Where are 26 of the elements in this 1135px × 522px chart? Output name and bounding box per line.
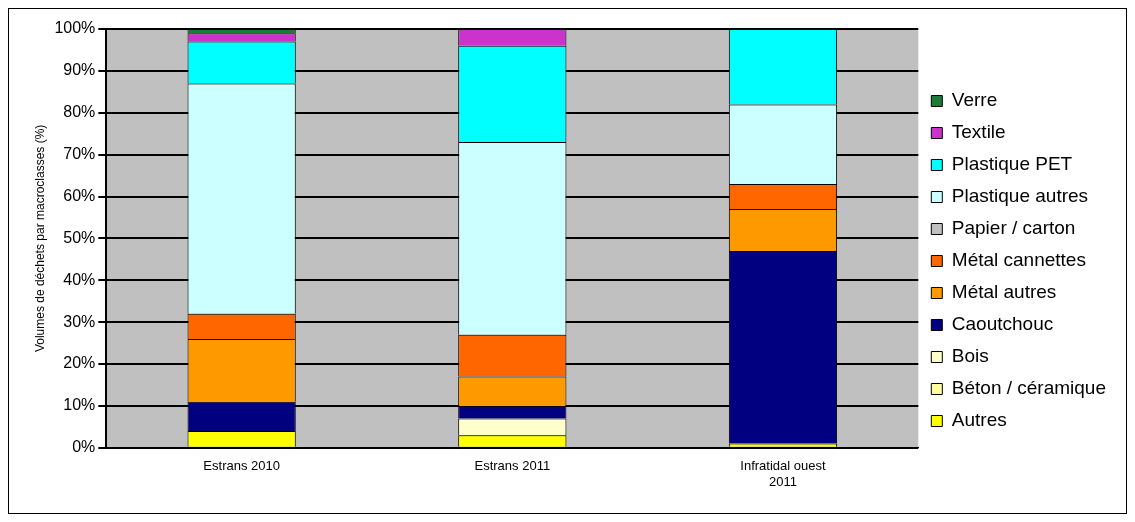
legend-label: Métal autres [951,281,1057,303]
legend-label: Bois [951,345,989,367]
legend-label: Métal cannettes [951,249,1086,271]
x-tick-label: Estrans 2011 [474,458,551,474]
legend-label: Textile [951,121,1006,143]
y-tick-label: 20% [63,354,96,372]
y-axis-title: Volumes de déchets par macroclasses (%) [32,124,47,353]
y-tick-label: 80% [63,103,96,121]
legend-label: Plastique PET [951,153,1073,175]
y-tick-label: 100% [54,19,96,37]
legend-label: Papier / carton [951,217,1076,239]
legend-label: Béton / céramique [951,377,1106,399]
y-tick-label: 30% [63,312,96,330]
y-tick-label: 40% [63,270,96,288]
y-tick-label: 90% [63,61,96,79]
y-tick-label: 70% [63,145,96,163]
x-tick-label: Estrans 2010 [203,458,280,474]
legend-label: Verre [951,89,998,111]
y-tick-label: 0% [72,438,96,456]
y-tick-label: 60% [63,186,96,204]
legend-label: Plastique autres [951,185,1089,207]
y-tick-label: 10% [63,396,96,414]
legend-label: Caoutchouc [951,313,1054,335]
x-tick-label: Infratidal ouest 2011 [740,458,826,489]
y-tick-label: 50% [63,228,96,246]
legend-label: Autres [951,409,1007,431]
